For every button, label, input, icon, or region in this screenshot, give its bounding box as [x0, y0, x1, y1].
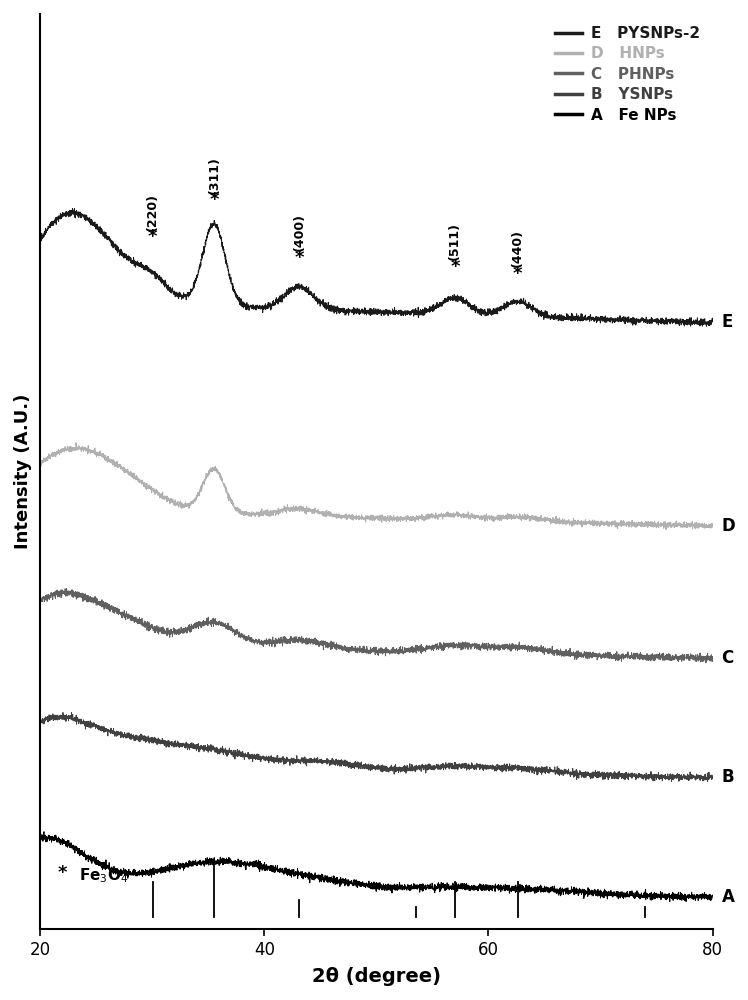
Text: (400): (400) [292, 213, 306, 251]
Y-axis label: Intensity (A.U.): Intensity (A.U.) [14, 394, 32, 549]
Text: (220): (220) [146, 193, 159, 231]
Text: *: * [209, 191, 218, 209]
Text: *: * [513, 265, 522, 283]
Text: *: * [147, 228, 157, 246]
Text: (511): (511) [448, 222, 462, 260]
Text: D: D [722, 517, 735, 535]
Text: (440): (440) [511, 229, 524, 267]
Text: C: C [722, 649, 734, 667]
X-axis label: 2θ (degree): 2θ (degree) [312, 967, 441, 986]
Text: *: * [450, 258, 459, 276]
Text: E: E [722, 313, 733, 331]
Text: Fe$_3$O$_4$: Fe$_3$O$_4$ [79, 867, 129, 885]
Text: (311): (311) [207, 156, 221, 194]
Legend: E   PYSNPs-2, D   HNPs, C   PHNPs, B   YSNPs, A   Fe NPs: E PYSNPs-2, D HNPs, C PHNPs, B YSNPs, A … [550, 22, 705, 127]
Text: *: * [295, 249, 304, 267]
Text: B: B [722, 768, 735, 786]
Text: *: * [58, 864, 67, 882]
Text: A: A [722, 888, 735, 906]
